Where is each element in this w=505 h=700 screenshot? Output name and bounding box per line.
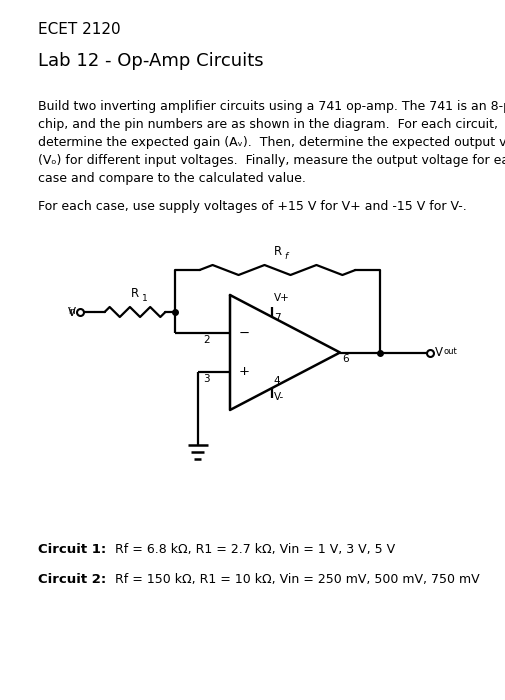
Text: V: V — [434, 346, 442, 359]
Text: For each case, use supply voltages of +15 V for V+ and -15 V for V-.: For each case, use supply voltages of +1… — [38, 200, 466, 213]
Text: Build two inverting amplifier circuits using a 741 op-amp. The 741 is an 8-pin
c: Build two inverting amplifier circuits u… — [38, 100, 505, 185]
Text: 6: 6 — [341, 354, 348, 365]
Text: 1: 1 — [142, 294, 147, 303]
Text: V: V — [68, 305, 76, 318]
Text: out: out — [443, 347, 457, 356]
Text: Circuit 2:: Circuit 2: — [38, 573, 106, 586]
Text: 7: 7 — [273, 313, 280, 323]
Text: V-: V- — [273, 392, 283, 402]
Text: Circuit 1:: Circuit 1: — [38, 543, 106, 556]
Text: R: R — [273, 245, 281, 258]
Text: Lab 12 - Op-Amp Circuits: Lab 12 - Op-Amp Circuits — [38, 52, 263, 70]
Text: +: + — [238, 365, 249, 378]
Text: 4: 4 — [273, 376, 280, 386]
Text: f: f — [284, 252, 287, 261]
Text: in: in — [68, 307, 76, 316]
Text: 2: 2 — [203, 335, 209, 345]
Text: Rf = 6.8 kΩ, R1 = 2.7 kΩ, Vin = 1 V, 3 V, 5 V: Rf = 6.8 kΩ, R1 = 2.7 kΩ, Vin = 1 V, 3 V… — [115, 543, 394, 556]
Text: Rf = 150 kΩ, R1 = 10 kΩ, Vin = 250 mV, 500 mV, 750 mV: Rf = 150 kΩ, R1 = 10 kΩ, Vin = 250 mV, 5… — [115, 573, 479, 586]
Text: V+: V+ — [273, 293, 289, 303]
Text: −: − — [238, 327, 249, 340]
Text: ECET 2120: ECET 2120 — [38, 22, 120, 37]
Text: 3: 3 — [203, 374, 209, 384]
Text: R: R — [131, 287, 139, 300]
